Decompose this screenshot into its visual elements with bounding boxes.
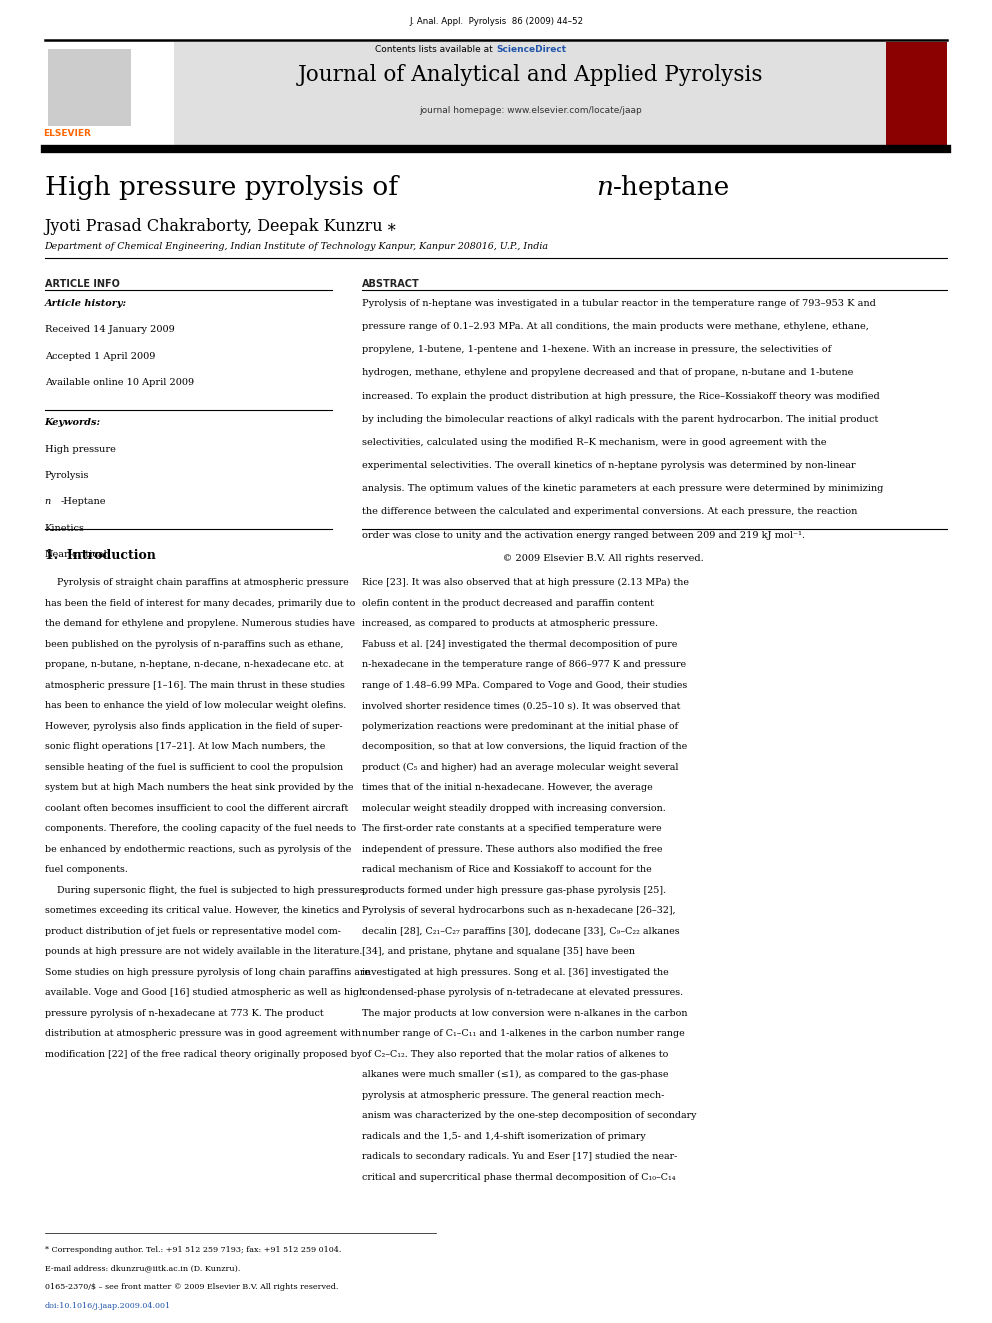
Text: -heptane: -heptane	[613, 175, 730, 200]
Text: Department of Chemical Engineering, Indian Institute of Technology Kanpur, Kanpu: Department of Chemical Engineering, Indi…	[45, 242, 549, 251]
Text: The first-order rate constants at a specified temperature were: The first-order rate constants at a spec…	[362, 824, 662, 833]
Text: has been to enhance the yield of low molecular weight olefins.: has been to enhance the yield of low mol…	[45, 701, 346, 710]
Bar	[886, 42, 947, 148]
Text: components. Therefore, the cooling capacity of the fuel needs to: components. Therefore, the cooling capac…	[45, 824, 356, 833]
Text: sensible heating of the fuel is sufficient to cool the propulsion: sensible heating of the fuel is sufficie…	[45, 762, 343, 771]
Bar	[174, 42, 886, 148]
Text: range of 1.48–6.99 MPa. Compared to Voge and Good, their studies: range of 1.48–6.99 MPa. Compared to Voge…	[362, 680, 687, 689]
Text: modification [22] of the free radical theory originally proposed by: modification [22] of the free radical th…	[45, 1050, 362, 1058]
Text: radical mechanism of Rice and Kossiakoff to account for the: radical mechanism of Rice and Kossiakoff…	[362, 865, 652, 875]
Bar	[48, 49, 131, 126]
Text: analysis. The optimum values of the kinetic parameters at each pressure were det: analysis. The optimum values of the kine…	[362, 484, 884, 493]
Text: sometimes exceeding its critical value. However, the kinetics and: sometimes exceeding its critical value. …	[45, 906, 359, 916]
Text: anism was characterized by the one-step decomposition of secondary: anism was characterized by the one-step …	[362, 1111, 696, 1121]
Text: [34], and pristane, phytane and squalane [35] have been: [34], and pristane, phytane and squalane…	[362, 947, 635, 957]
Text: J. Anal. Appl.  Pyrolysis  86 (2009) 44–52: J. Anal. Appl. Pyrolysis 86 (2009) 44–52	[409, 16, 583, 25]
Text: available. Voge and Good [16] studied atmospheric as well as high: available. Voge and Good [16] studied at…	[45, 988, 365, 998]
Text: journal homepage: www.elsevier.com/locate/jaap: journal homepage: www.elsevier.com/locat…	[420, 106, 642, 115]
Text: ScienceDirect: ScienceDirect	[496, 45, 566, 54]
Text: distribution at atmospheric pressure was in good agreement with: distribution at atmospheric pressure was…	[45, 1029, 361, 1039]
Text: n-hexadecane in the temperature range of 866–977 K and pressure: n-hexadecane in the temperature range of…	[362, 660, 686, 669]
Text: n: n	[596, 175, 613, 200]
Text: Pyrolysis of straight chain paraffins at atmospheric pressure: Pyrolysis of straight chain paraffins at…	[45, 578, 348, 587]
Text: of C₂–C₁₂. They also reported that the molar ratios of alkenes to: of C₂–C₁₂. They also reported that the m…	[362, 1050, 669, 1058]
Text: doi:10.1016/j.jaap.2009.04.001: doi:10.1016/j.jaap.2009.04.001	[45, 1302, 171, 1310]
Text: pounds at high pressure are not widely available in the literature.: pounds at high pressure are not widely a…	[45, 947, 362, 957]
Text: E-mail address: dkunzru@iitk.ac.in (D. Kunzru).: E-mail address: dkunzru@iitk.ac.in (D. K…	[45, 1265, 240, 1273]
Text: 0165-2370/$ – see front matter © 2009 Elsevier B.V. All rights reserved.: 0165-2370/$ – see front matter © 2009 El…	[45, 1283, 338, 1291]
Text: High pressure: High pressure	[45, 445, 115, 454]
Text: radicals and the 1,5- and 1,4-shift isomerization of primary: radicals and the 1,5- and 1,4-shift isom…	[362, 1132, 646, 1140]
Text: order was close to unity and the activation energy ranged between 209 and 219 kJ: order was close to unity and the activat…	[362, 531, 806, 540]
Text: increased. To explain the product distribution at high pressure, the Rice–Kossia: increased. To explain the product distri…	[362, 392, 880, 401]
Text: pressure range of 0.1–2.93 MPa. At all conditions, the main products were methan: pressure range of 0.1–2.93 MPa. At all c…	[362, 321, 869, 331]
Text: -Heptane: -Heptane	[61, 497, 106, 507]
Text: polymerization reactions were predominant at the initial phase of: polymerization reactions were predominan…	[362, 721, 679, 730]
Text: Some studies on high pressure pyrolysis of long chain paraffins are: Some studies on high pressure pyrolysis …	[45, 968, 370, 976]
Text: Accepted 1 April 2009: Accepted 1 April 2009	[45, 352, 155, 361]
Text: ARTICLE INFO: ARTICLE INFO	[45, 279, 119, 290]
Text: been published on the pyrolysis of n-paraffins such as ethane,: been published on the pyrolysis of n-par…	[45, 639, 343, 648]
Text: times that of the initial n-hexadecane. However, the average: times that of the initial n-hexadecane. …	[362, 783, 653, 792]
Text: High pressure pyrolysis of: High pressure pyrolysis of	[45, 175, 406, 200]
Text: Near-critical: Near-critical	[45, 550, 107, 560]
Text: by including the bimolecular reactions of alkyl radicals with the parent hydroca: by including the bimolecular reactions o…	[362, 414, 879, 423]
Text: molecular weight steadily dropped with increasing conversion.: molecular weight steadily dropped with i…	[362, 803, 666, 812]
Text: has been the field of interest for many decades, primarily due to: has been the field of interest for many …	[45, 598, 355, 607]
Text: decalin [28], C₂₁–C₂₇ paraffins [30], dodecane [33], C₉–C₂₂ alkanes: decalin [28], C₂₁–C₂₇ paraffins [30], do…	[362, 927, 680, 935]
Text: propylene, 1-butene, 1-pentene and 1-hexene. With an increase in pressure, the s: propylene, 1-butene, 1-pentene and 1-hex…	[362, 345, 831, 355]
Text: The major products at low conversion were n-alkanes in the carbon: The major products at low conversion wer…	[362, 1009, 687, 1017]
Text: olefin content in the product decreased and paraffin content: olefin content in the product decreased …	[362, 598, 654, 607]
Text: Received 14 January 2009: Received 14 January 2009	[45, 325, 175, 335]
Text: ABSTRACT: ABSTRACT	[362, 279, 420, 290]
Text: number range of C₁–C₁₁ and 1-alkenes in the carbon number range: number range of C₁–C₁₁ and 1-alkenes in …	[362, 1029, 684, 1039]
Text: Pyrolysis of n-heptane was investigated in a tubular reactor in the temperature : Pyrolysis of n-heptane was investigated …	[362, 299, 876, 308]
Text: pressure pyrolysis of n-hexadecane at 773 K. The product: pressure pyrolysis of n-hexadecane at 77…	[45, 1009, 323, 1017]
Text: © 2009 Elsevier B.V. All rights reserved.: © 2009 Elsevier B.V. All rights reserved…	[362, 553, 704, 562]
Text: Kinetics: Kinetics	[45, 524, 84, 533]
Text: Keywords:: Keywords:	[45, 418, 101, 427]
Text: increased, as compared to products at atmospheric pressure.: increased, as compared to products at at…	[362, 619, 658, 628]
Text: product distribution of jet fuels or representative model com-: product distribution of jet fuels or rep…	[45, 927, 340, 935]
Bar	[45, 42, 174, 148]
Text: pyrolysis at atmospheric pressure. The general reaction mech-: pyrolysis at atmospheric pressure. The g…	[362, 1091, 665, 1099]
Text: 1.  Introduction: 1. Introduction	[45, 549, 156, 562]
Text: Jyoti Prasad Chakraborty, Deepak Kunzru ⁎: Jyoti Prasad Chakraborty, Deepak Kunzru …	[45, 218, 397, 235]
Text: experimental selectivities. The overall kinetics of n-heptane pyrolysis was dete: experimental selectivities. The overall …	[362, 460, 856, 470]
Text: selectivities, calculated using the modified R–K mechanism, were in good agreeme: selectivities, calculated using the modi…	[362, 438, 826, 447]
Text: system but at high Mach numbers the heat sink provided by the: system but at high Mach numbers the heat…	[45, 783, 353, 792]
Text: Pyrolysis of several hydrocarbons such as n-hexadecane [26–32],: Pyrolysis of several hydrocarbons such a…	[362, 906, 676, 916]
Text: Journal of Analytical and Applied Pyrolysis: Journal of Analytical and Applied Pyroly…	[298, 64, 764, 86]
Text: be enhanced by endothermic reactions, such as pyrolysis of the: be enhanced by endothermic reactions, su…	[45, 845, 351, 853]
Text: * Corresponding author. Tel.: +91 512 259 7193; fax: +91 512 259 0104.: * Corresponding author. Tel.: +91 512 25…	[45, 1246, 341, 1254]
Text: Fabuss et al. [24] investigated the thermal decomposition of pure: Fabuss et al. [24] investigated the ther…	[362, 639, 678, 648]
Text: product (C₅ and higher) had an average molecular weight several: product (C₅ and higher) had an average m…	[362, 762, 679, 771]
Text: atmospheric pressure [1–16]. The main thrust in these studies: atmospheric pressure [1–16]. The main th…	[45, 680, 344, 689]
Text: radicals to secondary radicals. Yu and Eser [17] studied the near-: radicals to secondary radicals. Yu and E…	[362, 1152, 678, 1162]
Text: coolant often becomes insufficient to cool the different aircraft: coolant often becomes insufficient to co…	[45, 803, 348, 812]
Text: decomposition, so that at low conversions, the liquid fraction of the: decomposition, so that at low conversion…	[362, 742, 687, 751]
Text: involved shorter residence times (0.25–10 s). It was observed that: involved shorter residence times (0.25–1…	[362, 701, 681, 710]
Text: independent of pressure. These authors also modified the free: independent of pressure. These authors a…	[362, 845, 663, 853]
Text: condensed-phase pyrolysis of n-tetradecane at elevated pressures.: condensed-phase pyrolysis of n-tetradeca…	[362, 988, 683, 998]
Text: Contents lists available at: Contents lists available at	[375, 45, 496, 54]
Text: the difference between the calculated and experimental conversions. At each pres: the difference between the calculated an…	[362, 507, 857, 516]
Text: alkanes were much smaller (≤1), as compared to the gas-phase: alkanes were much smaller (≤1), as compa…	[362, 1070, 669, 1080]
Text: propane, n-butane, n-heptane, n-decane, n-hexadecane etc. at: propane, n-butane, n-heptane, n-decane, …	[45, 660, 343, 669]
Text: Pyrolysis: Pyrolysis	[45, 471, 89, 480]
Text: sonic flight operations [17–21]. At low Mach numbers, the: sonic flight operations [17–21]. At low …	[45, 742, 325, 751]
Text: the demand for ethylene and propylene. Numerous studies have: the demand for ethylene and propylene. N…	[45, 619, 355, 628]
Text: fuel components.: fuel components.	[45, 865, 128, 875]
Text: n: n	[45, 497, 51, 507]
Text: hydrogen, methane, ethylene and propylene decreased and that of propane, n-butan: hydrogen, methane, ethylene and propylen…	[362, 368, 853, 377]
Text: Article history:: Article history:	[45, 299, 127, 308]
Text: investigated at high pressures. Song et al. [36] investigated the: investigated at high pressures. Song et …	[362, 968, 669, 976]
Text: products formed under high pressure gas-phase pyrolysis [25].: products formed under high pressure gas-…	[362, 886, 667, 894]
Text: However, pyrolysis also finds application in the field of super-: However, pyrolysis also finds applicatio…	[45, 721, 342, 730]
Text: During supersonic flight, the fuel is subjected to high pressures,: During supersonic flight, the fuel is su…	[45, 886, 367, 894]
Text: ELSEVIER: ELSEVIER	[44, 128, 91, 138]
Text: Available online 10 April 2009: Available online 10 April 2009	[45, 378, 193, 388]
Text: critical and supercritical phase thermal decomposition of C₁₀–C₁₄: critical and supercritical phase thermal…	[362, 1174, 676, 1181]
Text: Rice [23]. It was also observed that at high pressure (2.13 MPa) the: Rice [23]. It was also observed that at …	[362, 578, 689, 587]
